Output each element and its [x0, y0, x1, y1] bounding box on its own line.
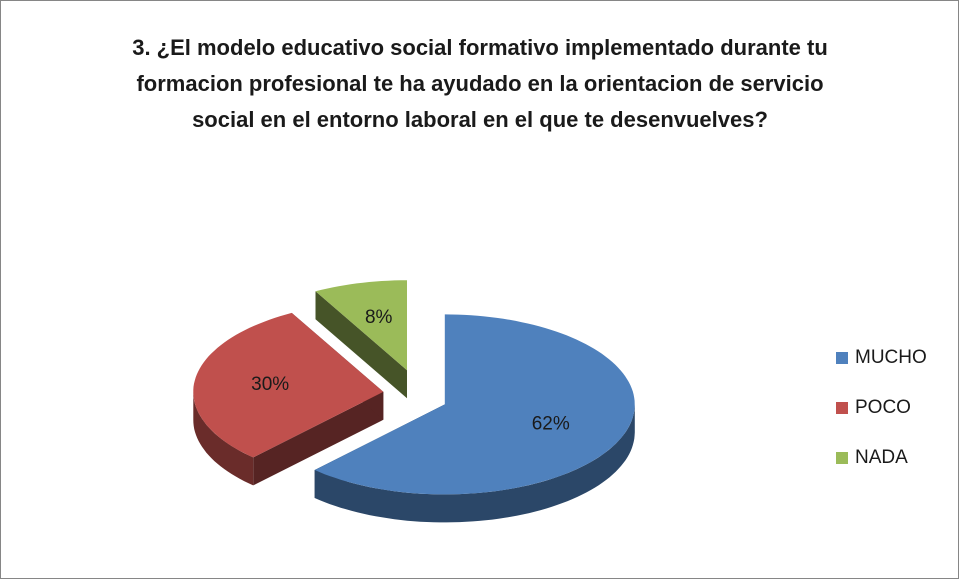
slice-side	[193, 391, 254, 486]
legend-swatch	[836, 452, 848, 464]
data-label: 62%	[532, 413, 570, 434]
data-label: 30%	[251, 374, 289, 395]
legend-swatch	[836, 402, 848, 414]
legend-label: POCO	[855, 397, 911, 418]
pie-slice	[314, 314, 635, 495]
pie-slice	[315, 280, 407, 371]
data-label: 8%	[365, 307, 393, 328]
slice-wall	[253, 391, 384, 486]
slice-wall	[315, 291, 407, 399]
legend-swatch	[836, 352, 848, 364]
pie-slice	[193, 312, 384, 458]
chart-title: 3. ¿El modelo educativo social formativo…	[132, 35, 828, 132]
legend-label: NADA	[855, 447, 908, 468]
slice-side	[314, 404, 635, 523]
legend-label: MUCHO	[855, 347, 927, 368]
